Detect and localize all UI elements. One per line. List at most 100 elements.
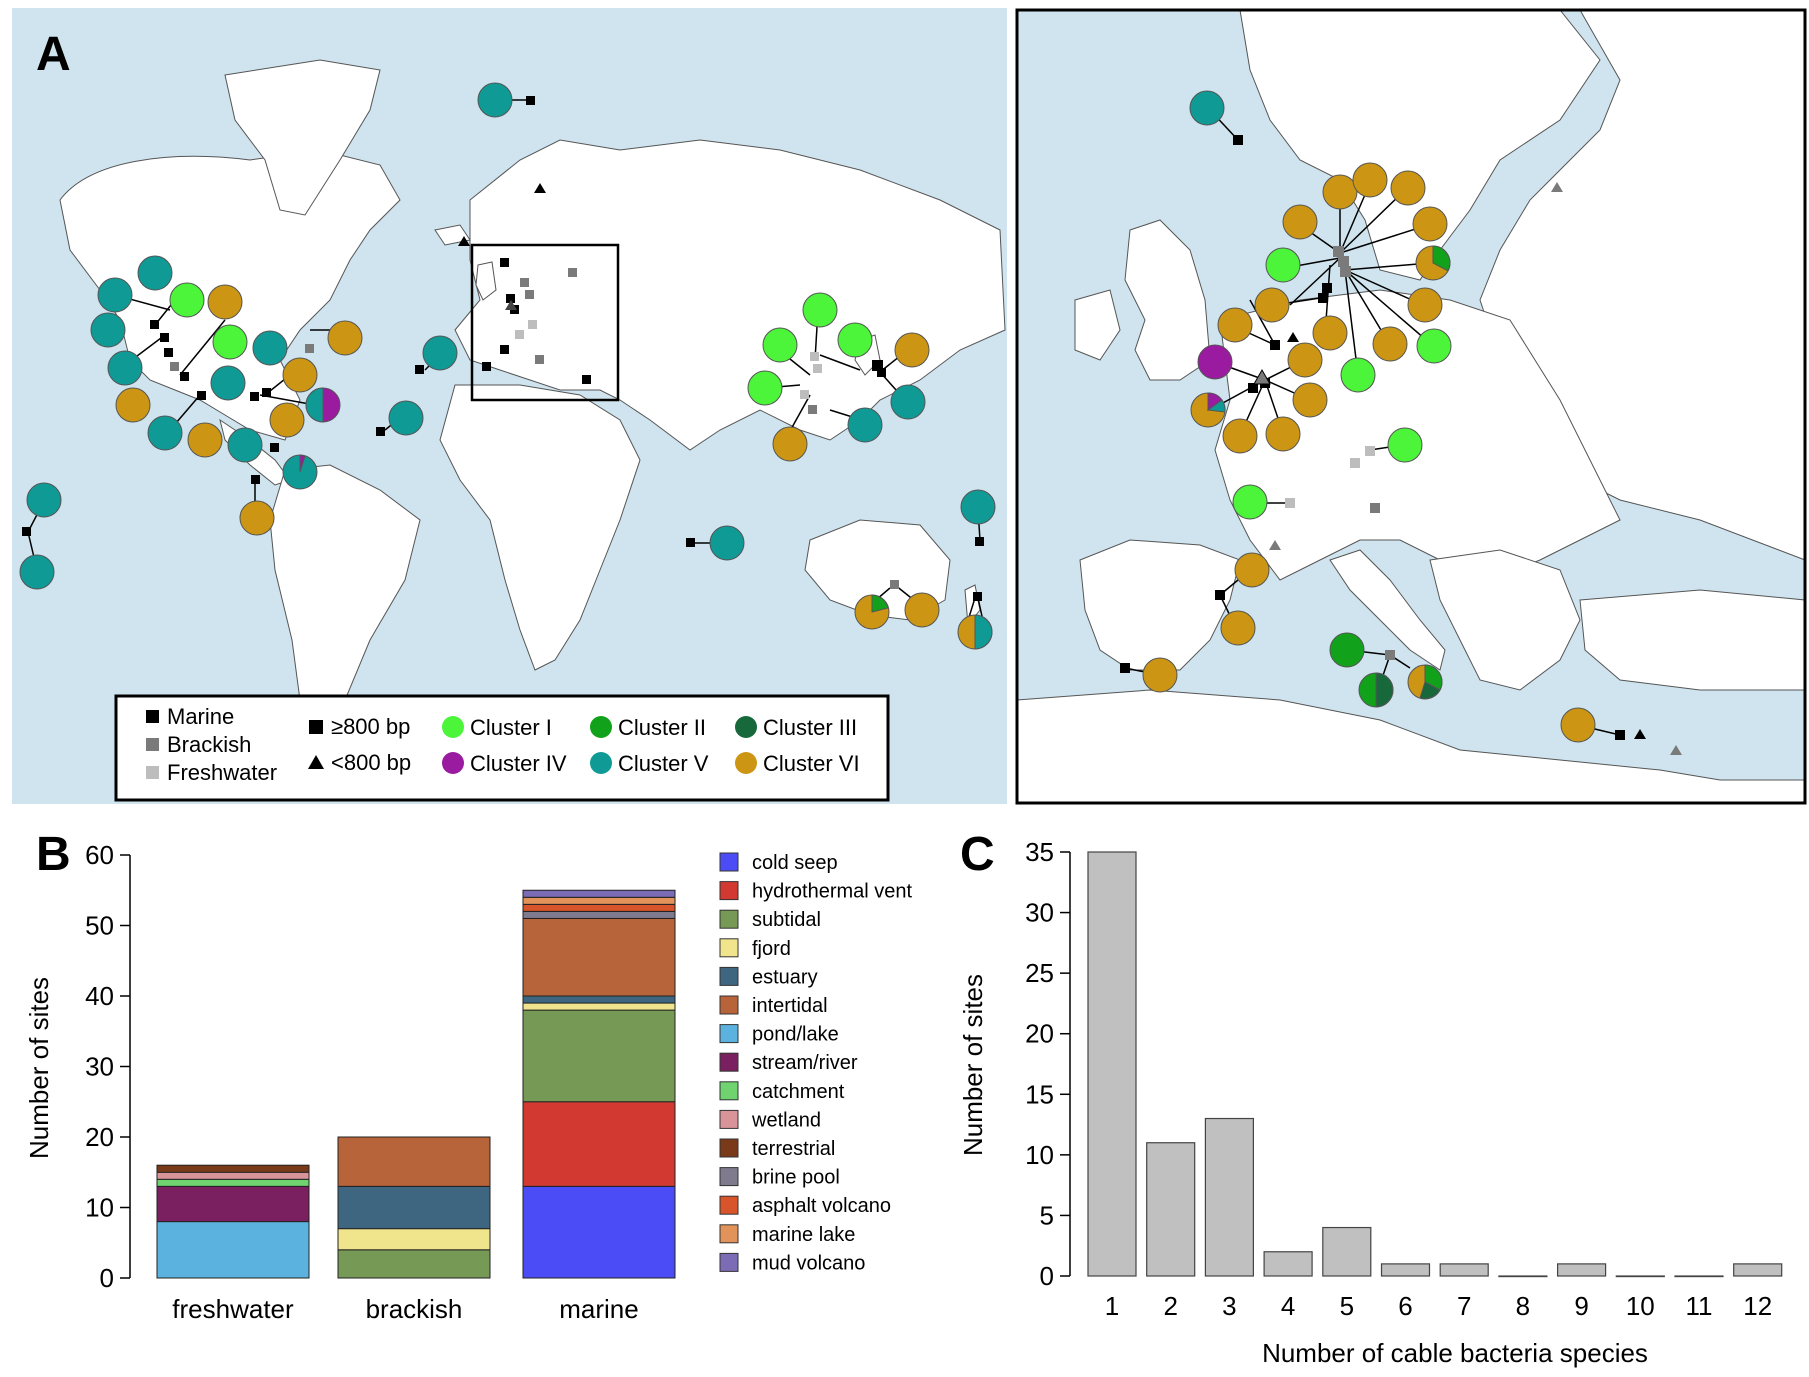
marine-site-marker bbox=[262, 388, 271, 397]
legend-label: estuary bbox=[752, 966, 818, 988]
legend-box bbox=[114, 694, 890, 802]
short-seq-site-marker bbox=[1287, 332, 1299, 342]
bar-10-species bbox=[1615, 1275, 1665, 1278]
leader-line bbox=[1339, 189, 1406, 254]
chart-b: Number of sites 0 10 20 30 40 50 60 freshwater… bbox=[24, 840, 913, 1324]
habitat-legend: cold seep hydrothermal vent subtidal fjord e… bbox=[719, 852, 913, 1274]
marine-site-marker bbox=[1215, 590, 1225, 600]
brackish-site-marker bbox=[1370, 503, 1380, 513]
short-seq-site-marker bbox=[458, 236, 470, 246]
freshwater-legend-swatch bbox=[146, 766, 159, 779]
cluster-v-site-circle bbox=[890, 384, 926, 420]
bar-2-species bbox=[1146, 1142, 1196, 1277]
cluster-i-site-circle bbox=[1387, 427, 1423, 463]
legend-label: catchment bbox=[752, 1081, 845, 1103]
marine-site-marker bbox=[250, 392, 259, 401]
cluster-v-site-circle bbox=[477, 82, 513, 118]
bar-segment-marine-lake bbox=[522, 896, 676, 905]
cluster-i-site-circle bbox=[1340, 357, 1376, 393]
marine-site-marker bbox=[160, 333, 169, 342]
marine-site-marker bbox=[500, 345, 509, 354]
cluster-v-site-circle bbox=[210, 365, 246, 401]
legend-label: intertidal bbox=[752, 995, 828, 1017]
x-tick-label: 12 bbox=[1743, 1291, 1772, 1321]
brackish-site-marker bbox=[890, 580, 899, 589]
cluster-v-site-circle bbox=[1189, 90, 1225, 126]
legend-swatch bbox=[719, 1224, 739, 1244]
x-tick-label: 7 bbox=[1457, 1291, 1471, 1321]
cluster-v-site-circle bbox=[137, 255, 173, 291]
iberia-land bbox=[1079, 539, 1241, 671]
brackish-site-marker bbox=[1385, 650, 1395, 660]
cluster-vi-site-circle bbox=[1352, 162, 1388, 198]
short-seq-site-marker bbox=[1253, 368, 1271, 385]
marine-site-marker bbox=[482, 362, 491, 371]
cluster-vi-site-circle bbox=[1322, 174, 1358, 210]
marine-site-marker bbox=[1248, 383, 1258, 393]
cluster-ii-legend-swatch bbox=[590, 716, 612, 738]
cluster-vi-site-circle bbox=[269, 402, 305, 438]
legend-cluster-vi: Cluster VI bbox=[763, 751, 860, 776]
y-tick-label: 15 bbox=[1025, 1079, 1054, 1109]
bars bbox=[1087, 851, 1783, 1278]
x-tick-label: 4 bbox=[1281, 1291, 1295, 1321]
cluster-vi-site-circle bbox=[1287, 342, 1323, 378]
legend-swatch bbox=[719, 1252, 739, 1272]
cluster-i-legend-swatch bbox=[442, 716, 464, 738]
category-label-marine: marine bbox=[559, 1294, 638, 1324]
legend-label: cold seep bbox=[752, 852, 838, 874]
marine-site-marker bbox=[150, 320, 159, 329]
marine-site-marker bbox=[22, 527, 31, 536]
legend-label: pond/lake bbox=[752, 1024, 839, 1046]
bar-segment-catchment bbox=[156, 1178, 310, 1187]
legend-label: wetland bbox=[751, 1109, 821, 1131]
category-label-freshwater: freshwater bbox=[172, 1294, 294, 1324]
bar-5-species bbox=[1322, 1226, 1372, 1277]
cluster-vi-site-circle bbox=[1234, 552, 1270, 588]
marine-legend-swatch bbox=[146, 710, 159, 723]
x-tick-labels: 1 2 3 4 5 6 7 8 9 10 11 12 bbox=[1105, 1291, 1772, 1321]
cluster-v-site-circle bbox=[847, 407, 883, 443]
x-tick-label: 8 bbox=[1516, 1291, 1530, 1321]
bar-segment-hydrothermal-vent bbox=[522, 1101, 676, 1187]
bar-segment-cold-seep bbox=[522, 1185, 676, 1279]
europe-inset-box bbox=[470, 243, 620, 402]
cluster-vi-site-circle bbox=[1265, 416, 1301, 452]
cluster-vi-legend-swatch bbox=[735, 752, 757, 774]
cluster-v-site-circle bbox=[90, 312, 126, 348]
brackish-site-marker bbox=[520, 278, 529, 287]
bar-segment-subtidal bbox=[522, 1009, 676, 1103]
cluster-i-site-circle bbox=[747, 370, 783, 406]
brackish-site-marker bbox=[1333, 246, 1344, 257]
x-axis-label: Number of cable bacteria species bbox=[1262, 1338, 1648, 1368]
marine-site-marker bbox=[973, 592, 982, 601]
x-tick-label: 3 bbox=[1222, 1291, 1236, 1321]
legend-cluster-v: Cluster V bbox=[618, 751, 709, 776]
legend-swatch bbox=[719, 1167, 739, 1187]
cluster-v-site-circle bbox=[147, 415, 183, 451]
cluster-vi-site-circle bbox=[772, 426, 808, 462]
y-tick-label: 10 bbox=[85, 1193, 114, 1223]
marine-site-marker bbox=[415, 365, 424, 374]
cluster-vi-site-circle bbox=[894, 332, 930, 368]
y-tick-label: 40 bbox=[85, 981, 114, 1011]
cluster-i-site-circle bbox=[837, 322, 873, 358]
cluster-v-site-circle bbox=[252, 330, 288, 366]
brackish-site-marker bbox=[1340, 266, 1351, 277]
marine-site-marker bbox=[975, 537, 984, 546]
brackish-site-marker bbox=[808, 405, 817, 414]
cluster-v-site-circle bbox=[709, 525, 745, 561]
legend-label: subtidal bbox=[752, 909, 821, 931]
turkey-land bbox=[1579, 589, 1806, 691]
cluster-iii-legend-swatch bbox=[735, 716, 757, 738]
legend-swatch bbox=[719, 909, 739, 929]
cluster-i-site-circle bbox=[1265, 247, 1301, 283]
cluster-i-site-circle bbox=[212, 324, 248, 360]
bar-9-species bbox=[1556, 1263, 1607, 1277]
short-seq-site-marker bbox=[1551, 182, 1563, 192]
legend-label: stream/river bbox=[752, 1052, 858, 1074]
cluster-i-site-circle bbox=[1232, 484, 1268, 520]
bar-8-species bbox=[1498, 1275, 1548, 1278]
cluster-vi-site-circle bbox=[1142, 657, 1178, 693]
x-tick-label: 11 bbox=[1686, 1291, 1713, 1321]
